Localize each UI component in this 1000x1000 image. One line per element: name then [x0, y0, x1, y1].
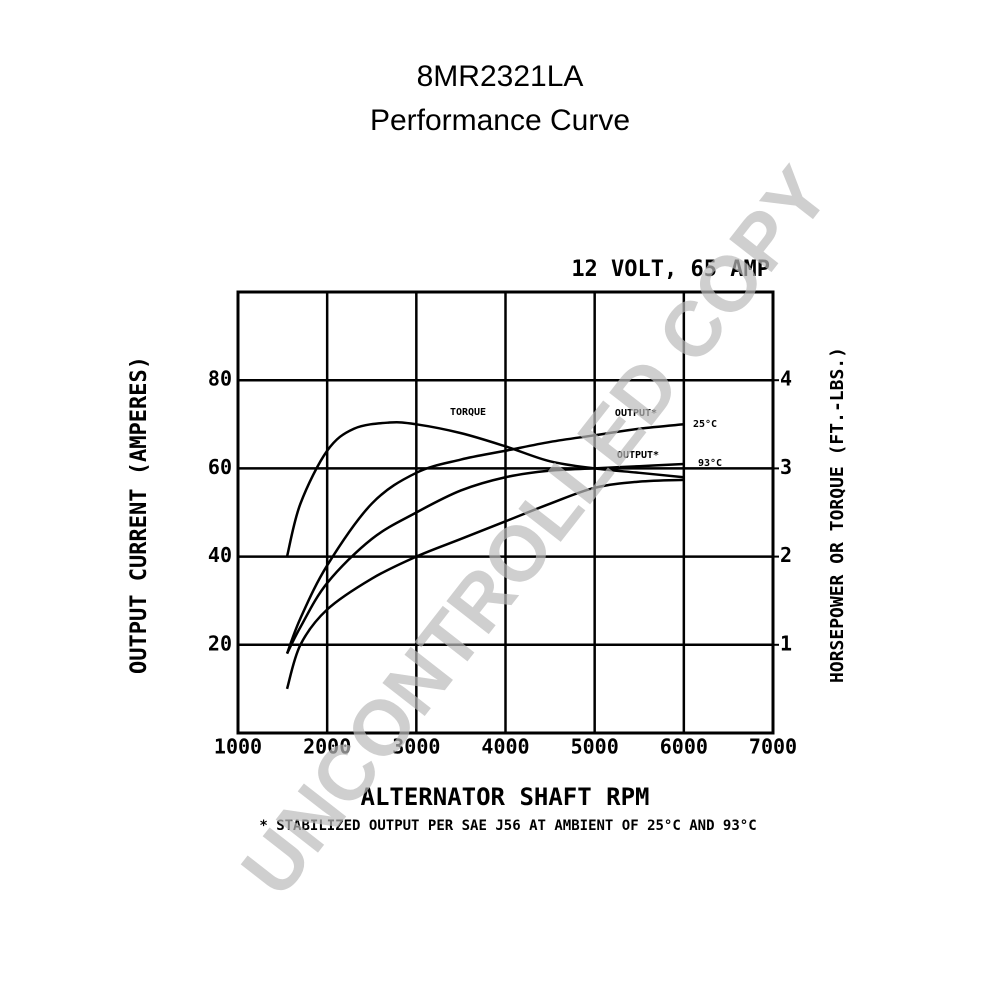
- series-line: [285, 478, 684, 690]
- y-axis-label: OUTPUT CURRENT (AMPERES): [127, 356, 152, 674]
- series-label: 93°C: [698, 458, 722, 469]
- curve-annotation: OUTPUT*: [617, 450, 659, 461]
- y-tick-label: 60: [208, 455, 232, 479]
- x-tick-label: 3000: [392, 735, 440, 759]
- y-tick-label: 80: [208, 367, 232, 391]
- y2-tick-label: 4: [780, 367, 792, 391]
- chart-subtitle: Performance Curve: [370, 104, 630, 137]
- footnote: * STABILIZED OUTPUT PER SAE J56 AT AMBIE…: [259, 818, 756, 834]
- series-label: TORQUE: [450, 407, 486, 418]
- y2-tick-label: 3: [780, 455, 792, 479]
- x-tick-label: 6000: [660, 735, 708, 759]
- x-tick-label: 7000: [749, 735, 797, 759]
- y2-tick-label: 2: [780, 543, 792, 567]
- x-tick-label: 4000: [481, 735, 529, 759]
- series-line: [285, 462, 684, 655]
- chart-heading: 12 VOLT, 65 AMP: [571, 257, 770, 282]
- y2-tick-label: 1: [780, 631, 792, 655]
- y-tick-label: 20: [208, 631, 232, 655]
- series-label: 25°C: [693, 419, 717, 430]
- chart-title: 8MR2321LA: [417, 60, 584, 93]
- curve-annotation: OUTPUT*: [615, 408, 657, 419]
- series-line: [285, 423, 684, 655]
- x-axis-label: ALTERNATOR SHAFT RPM: [361, 783, 650, 811]
- x-tick-label: 5000: [571, 735, 619, 759]
- x-tick-label: 2000: [303, 735, 351, 759]
- y2-axis-label: HORSEPOWER OR TORQUE (FT.-LBS.): [827, 347, 848, 683]
- y-tick-label: 40: [208, 543, 232, 567]
- x-tick-label: 1000: [214, 735, 262, 759]
